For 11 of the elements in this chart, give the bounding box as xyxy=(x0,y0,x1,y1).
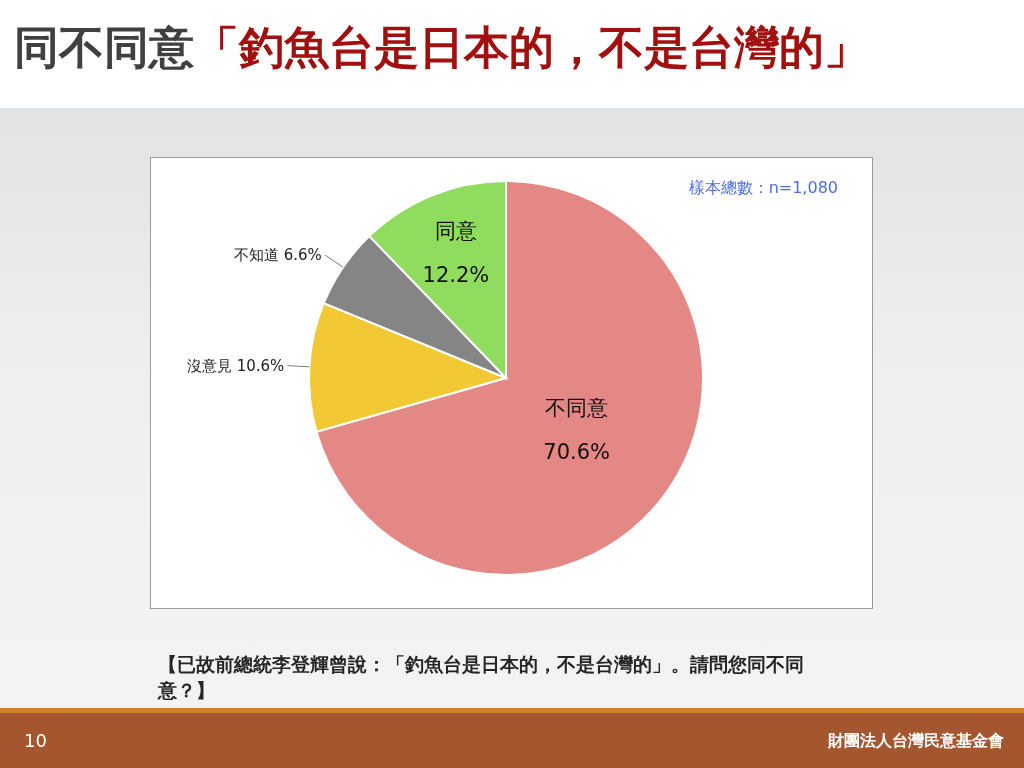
text: 【已故前總統李登輝曾說：「釣魚台是日本的，不是台灣的」。請問您同不同意？】 xyxy=(158,652,805,703)
slice-label: 不知道 6.6% xyxy=(233,245,322,264)
chart-title: 同不同意「釣魚台是日本的，不是台灣的」 xyxy=(14,21,869,74)
text: 財團法人台灣民意基金會 xyxy=(828,731,1004,752)
data-label: 70.6% xyxy=(543,440,611,465)
slice-label: 沒意見 10.6% xyxy=(186,356,285,375)
text: 樣本總數：n=1,080 xyxy=(688,178,838,199)
text: 10 xyxy=(24,730,47,751)
slice-label: 同意 xyxy=(434,218,477,243)
slice-label: 不同意 xyxy=(545,396,609,421)
data-label: 12.2% xyxy=(422,262,490,287)
